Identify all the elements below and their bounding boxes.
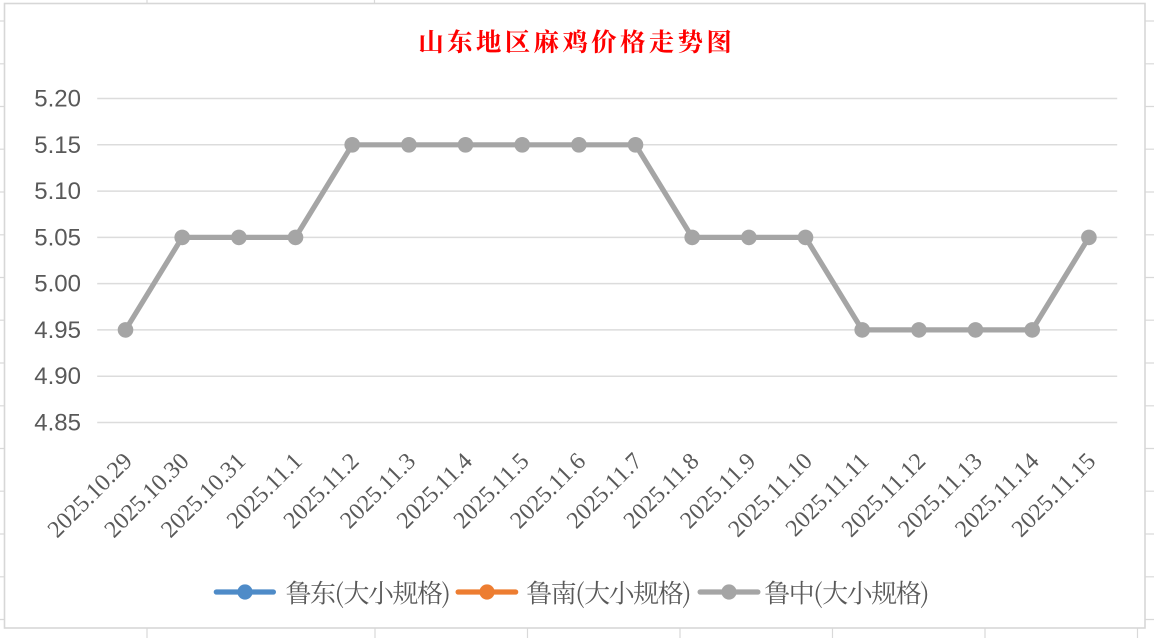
svg-text:5.05: 5.05	[34, 224, 81, 251]
svg-text:4.85: 4.85	[34, 410, 81, 437]
svg-text:5.00: 5.00	[34, 271, 81, 298]
svg-text:4.95: 4.95	[34, 317, 81, 344]
svg-text:5.20: 5.20	[34, 86, 81, 113]
svg-text:4.90: 4.90	[34, 363, 81, 390]
svg-text:5.10: 5.10	[34, 178, 81, 205]
svg-text:5.15: 5.15	[34, 132, 81, 159]
